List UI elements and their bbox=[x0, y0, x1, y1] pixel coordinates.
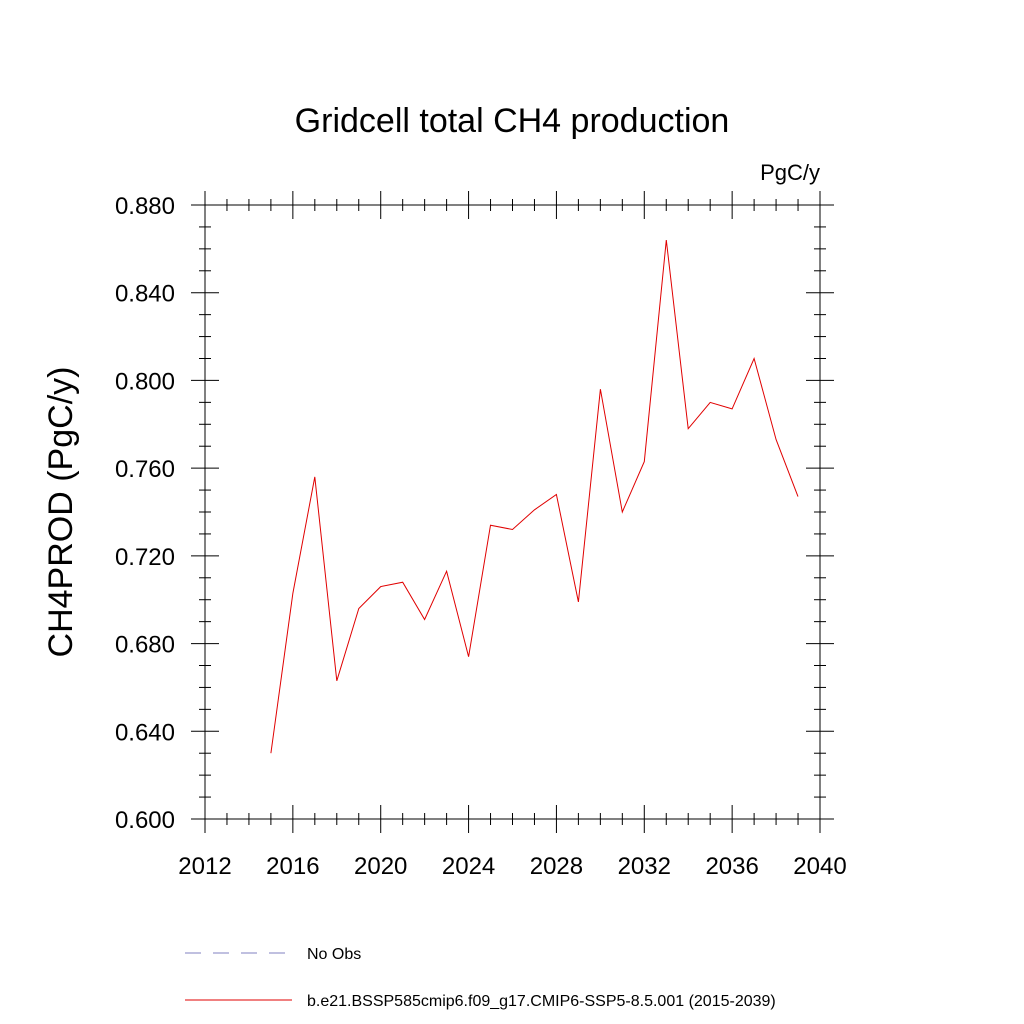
x-tick-label: 2032 bbox=[618, 853, 671, 880]
y-tick-label: 0.600 bbox=[115, 807, 175, 834]
y-tick-label: 0.800 bbox=[115, 368, 175, 395]
x-tick-label: 2028 bbox=[530, 853, 583, 880]
units-label: PgC/y bbox=[760, 160, 820, 185]
chart-title: Gridcell total CH4 production bbox=[295, 102, 730, 140]
x-tick-label: 2016 bbox=[266, 853, 319, 880]
x-tick-label: 2012 bbox=[178, 853, 231, 880]
x-tick-label: 2036 bbox=[705, 853, 758, 880]
tick-labels: 2012 2016 2020 2024 2028 2032 2036 2040 0.600 0.6… bbox=[115, 193, 847, 880]
x-tick-label: 2024 bbox=[442, 853, 495, 880]
plot-frame bbox=[204, 204, 821, 820]
y-tick-label: 0.880 bbox=[115, 193, 175, 220]
y-tick-label: 0.760 bbox=[115, 456, 175, 483]
y-tick-label: 0.680 bbox=[115, 632, 175, 659]
legend-label-series: b.e21.BSSP585cmip6.f09_g17.CMIP6-SSP5-8.… bbox=[307, 993, 776, 1010]
ticks-layer bbox=[191, 191, 834, 833]
y-tick-label: 0.720 bbox=[115, 544, 175, 571]
y-tick-label: 0.640 bbox=[115, 719, 175, 746]
y-axis-label: CH4PROD (PgC/y) bbox=[42, 367, 80, 658]
series-line bbox=[270, 240, 799, 754]
legend-label-no-obs: No Obs bbox=[307, 946, 361, 963]
x-tick-label: 2020 bbox=[354, 853, 407, 880]
series-layer bbox=[270, 240, 799, 754]
y-tick-label: 0.840 bbox=[115, 281, 175, 308]
x-tick-label: 2040 bbox=[793, 853, 846, 880]
legend: No Obs b.e21.BSSP585cmip6.f09_g17.CMIP6-… bbox=[185, 946, 776, 1010]
